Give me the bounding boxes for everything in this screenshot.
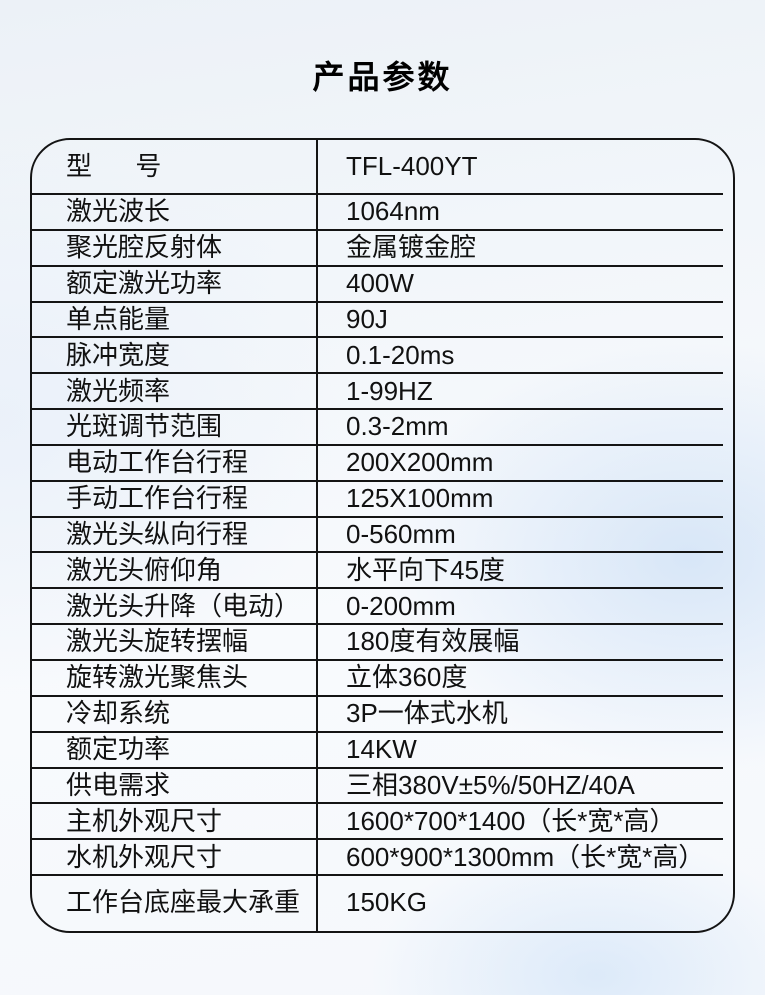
spec-value: 90J: [346, 303, 388, 334]
table-row: 聚光腔反射体 金属镀金腔: [32, 230, 733, 267]
table-row: 额定激光功率 400W: [32, 266, 733, 303]
table-row: 激光头俯仰角 水平向下45度: [32, 552, 733, 590]
spec-value: 200X200mm: [346, 447, 494, 478]
spec-label: 水机外观尺寸: [66, 841, 223, 872]
spec-value: 0-560mm: [346, 518, 456, 549]
table-row: 脉冲宽度 0.1-20ms: [32, 337, 733, 375]
spec-value: 0.3-2mm: [346, 411, 449, 442]
table-row: 光斑调节范围 0.3-2mm: [32, 409, 733, 446]
spec-label: 激光头升降（电动）: [66, 590, 301, 621]
table-row: 激光头纵向行程 0-560mm: [32, 517, 733, 554]
spec-label: 额定功率: [66, 733, 171, 764]
table-row: 激光波长 1064nm: [32, 194, 733, 231]
spec-value: 600*900*1300mm（长*宽*高）: [346, 841, 705, 872]
spec-label: 冷却系统: [66, 698, 171, 729]
table-row: 旋转激光聚焦头 立体360度: [32, 660, 733, 697]
spec-value: 0.1-20ms: [346, 339, 455, 370]
table-row: 激光头升降（电动） 0-200mm: [32, 588, 733, 625]
spec-label: 脉冲宽度: [66, 339, 171, 370]
spec-value: 3P一体式水机: [346, 698, 508, 729]
table-column-divider: [316, 140, 318, 931]
table-row: 电动工作台行程 200X200mm: [32, 445, 733, 482]
table-row: 供电需求 三相380V±5%/50HZ/40A: [32, 768, 733, 805]
spec-label: 工作台底座最大承重: [66, 887, 301, 918]
spec-value: 三相380V±5%/50HZ/40A: [346, 769, 635, 800]
spec-value: 1064nm: [346, 196, 440, 227]
spec-label: 型 号: [66, 151, 162, 182]
spec-value: 14KW: [346, 733, 417, 764]
table-row: 激光频率 1-99HZ: [32, 373, 733, 410]
spec-value: 1-99HZ: [346, 375, 433, 406]
spec-value: 立体360度: [346, 662, 468, 693]
spec-label: 电动工作台行程: [66, 447, 249, 478]
spec-value: 水平向下45度: [346, 554, 505, 585]
spec-table: 型 号 TFL-400YT 激光波长 1064nm 聚光腔反射体 金属镀金腔 额…: [30, 138, 735, 933]
spec-label: 光斑调节范围: [66, 411, 223, 442]
spec-value: 125X100mm: [346, 483, 494, 514]
table-row: 水机外观尺寸 600*900*1300mm（长*宽*高）: [32, 839, 733, 876]
table-row: 冷却系统 3P一体式水机: [32, 696, 733, 733]
spec-label: 激光头纵向行程: [66, 518, 249, 549]
spec-label: 供电需求: [66, 769, 171, 800]
spec-label: 单点能量: [66, 303, 171, 334]
table-row: 额定功率 14KW: [32, 732, 733, 769]
table-row: 工作台底座最大承重 150KG: [32, 875, 733, 931]
table-row: 激光头旋转摆幅 180度有效展幅: [32, 624, 733, 661]
spec-value: 1600*700*1400（长*宽*高）: [346, 805, 676, 836]
spec-value: 0-200mm: [346, 590, 456, 621]
spec-label: 旋转激光聚焦头: [66, 662, 249, 693]
spec-label: 主机外观尺寸: [66, 805, 223, 836]
spec-label: 激光频率: [66, 375, 171, 406]
spec-value: 150KG: [346, 887, 427, 918]
table-row: 主机外观尺寸 1600*700*1400（长*宽*高）: [32, 803, 733, 841]
table-row: 单点能量 90J: [32, 302, 733, 339]
spec-label: 激光头旋转摆幅: [66, 626, 249, 657]
spec-label: 激光头俯仰角: [66, 554, 223, 585]
table-row: 型 号 TFL-400YT: [32, 140, 733, 195]
spec-value: 400W: [346, 268, 414, 299]
spec-label: 激光波长: [66, 196, 171, 227]
page-title: 产品参数: [312, 59, 453, 95]
table-row: 手动工作台行程 125X100mm: [32, 481, 733, 518]
spec-table-rows: 型 号 TFL-400YT 激光波长 1064nm 聚光腔反射体 金属镀金腔 额…: [32, 140, 733, 931]
spec-label: 手动工作台行程: [66, 483, 249, 514]
spec-label: 额定激光功率: [66, 268, 223, 299]
spec-label: 聚光腔反射体: [66, 232, 223, 263]
spec-value: 金属镀金腔: [346, 232, 477, 263]
spec-value: 180度有效展幅: [346, 626, 520, 657]
spec-value: TFL-400YT: [346, 151, 478, 182]
